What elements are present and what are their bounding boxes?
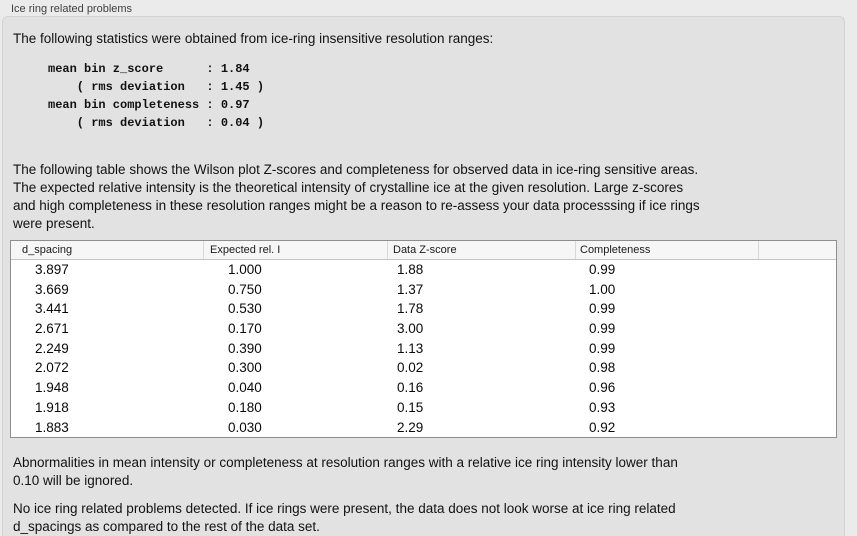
table-cell: 1.78 bbox=[397, 301, 424, 317]
table-cell bbox=[758, 280, 836, 300]
table-cell: 0.300 bbox=[228, 360, 262, 376]
table-cell: 1.948 bbox=[35, 380, 69, 396]
table-cell bbox=[758, 319, 836, 339]
table-cell: 0.93 bbox=[589, 399, 616, 415]
column-header-empty[interactable] bbox=[758, 241, 836, 259]
table-cell: 1.13 bbox=[397, 340, 424, 356]
table-cell: 0.180 bbox=[228, 399, 262, 415]
table-cell: 2.072 bbox=[35, 360, 69, 376]
table-cell: 3.441 bbox=[35, 301, 69, 317]
column-header-data-z-score[interactable]: Data Z-score bbox=[387, 241, 575, 259]
table-cell: 2.671 bbox=[35, 321, 69, 337]
table-cell bbox=[758, 378, 836, 398]
table-cell: 0.15 bbox=[397, 399, 424, 415]
table-cell bbox=[758, 339, 836, 359]
table-cell: 0.750 bbox=[228, 281, 262, 297]
table-cell: 0.02 bbox=[397, 360, 424, 376]
table-cell: 3.669 bbox=[35, 281, 69, 297]
table-header-row: d_spacing Expected rel. I Data Z-score Comp… bbox=[11, 241, 836, 260]
table-cell bbox=[758, 418, 836, 438]
table-cell: 0.170 bbox=[228, 321, 262, 337]
table-cell: 0.16 bbox=[397, 380, 424, 396]
table-description-text: The following table shows the Wilson plo… bbox=[13, 162, 700, 231]
table-row[interactable]: 1.918 0.180 0.15 0.93 bbox=[11, 398, 836, 418]
table-cell bbox=[758, 358, 836, 378]
table-cell: 3.897 bbox=[35, 262, 69, 277]
table-cell: 0.92 bbox=[589, 419, 616, 435]
table-cell: 0.040 bbox=[228, 380, 262, 396]
table-row[interactable]: 1.883 0.030 2.29 0.92 bbox=[11, 418, 836, 438]
table-row[interactable]: 2.072 0.300 0.02 0.98 bbox=[11, 358, 836, 378]
ice-ring-table[interactable]: d_spacing Expected rel. I Data Z-score Comp… bbox=[10, 240, 837, 439]
conclusion-text: No ice ring related problems detected. I… bbox=[13, 501, 676, 535]
table-cell: 1.000 bbox=[228, 262, 262, 277]
table-cell: 0.530 bbox=[228, 301, 262, 317]
table-cell: 0.390 bbox=[228, 340, 262, 356]
table-cell: 0.99 bbox=[589, 301, 616, 317]
table-body: 3.897 1.000 1.88 0.99 3.669 0.750 1.37 1.00 3.44… bbox=[11, 260, 836, 437]
table-row[interactable]: 2.671 0.170 3.00 0.99 bbox=[11, 319, 836, 339]
table-cell: 1.883 bbox=[35, 419, 69, 435]
table-row[interactable]: 3.669 0.750 1.37 1.00 bbox=[11, 280, 836, 300]
table-row[interactable]: 3.441 0.530 1.78 0.99 bbox=[11, 299, 836, 319]
table-cell: 0.96 bbox=[589, 380, 616, 396]
table-cell: 1.37 bbox=[397, 281, 424, 297]
table-cell bbox=[758, 299, 836, 319]
table-row[interactable]: 1.948 0.040 0.16 0.96 bbox=[11, 378, 836, 398]
table-cell: 3.00 bbox=[397, 321, 424, 337]
table-row[interactable]: 2.249 0.390 1.13 0.99 bbox=[11, 339, 836, 359]
table-cell: 0.030 bbox=[228, 419, 262, 435]
ice-ring-panel: The following statistics were obtained f… bbox=[2, 16, 845, 536]
table-row[interactable]: 3.897 1.000 1.88 0.99 bbox=[11, 260, 836, 280]
table-cell: 2.29 bbox=[397, 419, 424, 435]
table-cell: 1.918 bbox=[35, 399, 69, 415]
table-cell: 1.00 bbox=[589, 281, 616, 297]
column-header-completeness[interactable]: Completeness bbox=[575, 241, 758, 259]
column-header-expected-rel-i[interactable]: Expected rel. I bbox=[203, 241, 387, 259]
table-cell: 2.249 bbox=[35, 340, 69, 356]
table-cell bbox=[758, 398, 836, 418]
stats-intro-text: The following statistics were obtained f… bbox=[13, 31, 494, 46]
table-cell: 0.98 bbox=[589, 360, 616, 376]
stats-monospace-block: mean bin z_score : 1.84 ( rms deviation … bbox=[48, 62, 265, 130]
column-header-d-spacing[interactable]: d_spacing bbox=[22, 244, 73, 256]
table-cell: 1.88 bbox=[397, 262, 424, 277]
table-cell bbox=[758, 260, 836, 280]
table-cell: 0.99 bbox=[589, 321, 616, 337]
section-title: Ice ring related problems bbox=[11, 3, 133, 15]
table-cell: 0.99 bbox=[589, 262, 616, 277]
abnormalities-note-text: Abnormalities in mean intensity or compl… bbox=[13, 455, 678, 489]
table-cell: 0.99 bbox=[589, 340, 616, 356]
